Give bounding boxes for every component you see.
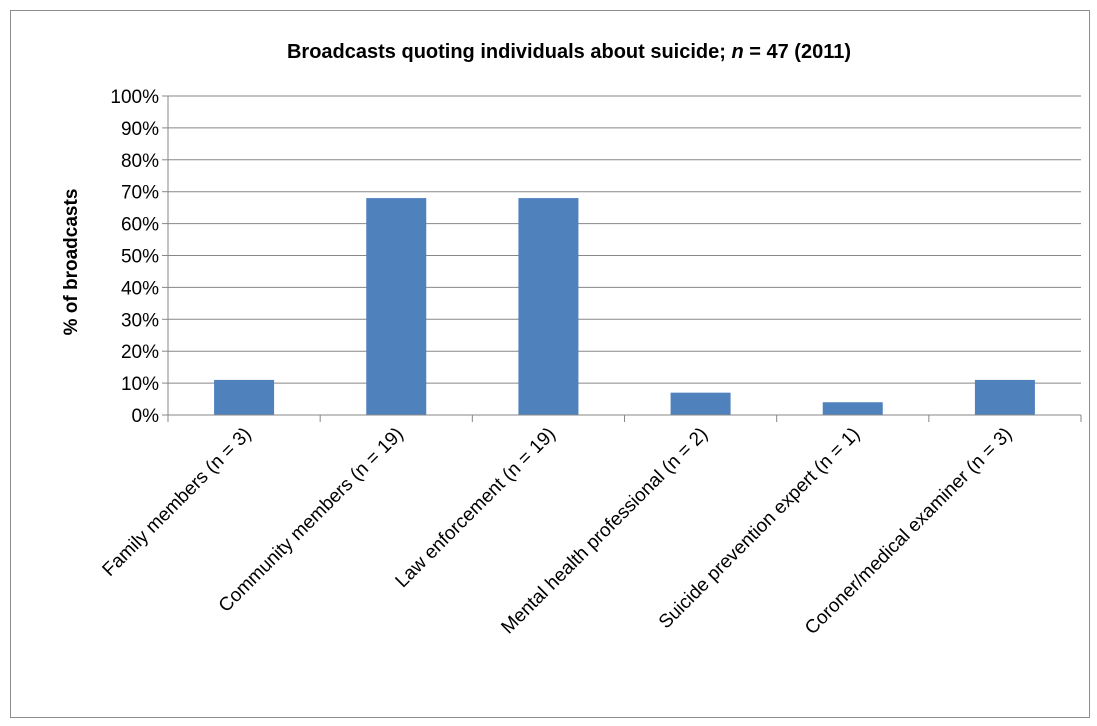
bar	[214, 379, 275, 415]
x-tick-labels: Family members (n = 3)Community members …	[99, 424, 1017, 639]
chart-container: Broadcasts quoting individuals about sui…	[10, 10, 1090, 718]
bar	[974, 379, 1035, 415]
y-tick-label: 60%	[121, 215, 159, 236]
y-tick-label: 80%	[121, 151, 159, 172]
bar	[670, 392, 731, 415]
gridlines	[168, 95, 1081, 384]
y-tick-label: 0%	[132, 406, 160, 427]
y-tick-label: 20%	[121, 342, 159, 363]
y-tick-label: 50%	[121, 247, 159, 268]
x-tick-label: Community members (n = 19)	[215, 424, 408, 617]
y-tick-label: 100%	[110, 87, 159, 108]
bar-chart: Broadcasts quoting individuals about sui…	[61, 41, 1082, 639]
x-tick-label: Law enforcement (n = 19)	[392, 424, 560, 592]
bar	[518, 198, 579, 415]
chart-title-n: n	[731, 41, 743, 63]
y-tick-labels: 0% 10% 20% 30% 40% 50% 60% 70% 80% 90% 100%	[110, 87, 159, 427]
chart-title-part-2: = 47 (2011)	[744, 41, 851, 63]
y-axis-label: % of broadcasts	[61, 189, 82, 336]
y-tick-label: 40%	[121, 278, 159, 299]
bar	[366, 198, 427, 415]
y-tick-label: 90%	[121, 119, 159, 140]
bars	[214, 198, 1035, 415]
y-tick-label: 10%	[121, 374, 159, 395]
chart-title-part-1: Broadcasts quoting individuals about sui…	[287, 41, 732, 63]
chart-title: Broadcasts quoting individuals about sui…	[287, 41, 851, 63]
x-tick-label: Family members (n = 3)	[99, 424, 256, 581]
y-tick-label: 30%	[121, 310, 159, 331]
axes	[162, 95, 1082, 422]
bar	[822, 402, 883, 415]
y-tick-label: 70%	[121, 183, 159, 204]
